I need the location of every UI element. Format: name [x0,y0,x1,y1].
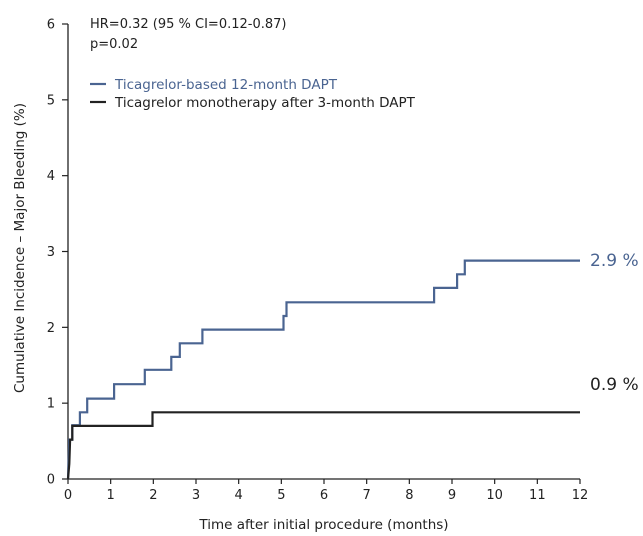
x-tick-label: 5 [277,488,285,503]
x-tick-label: 8 [405,488,413,503]
legend-label-dapt: Ticagrelor-based 12-month DAPT [114,77,338,93]
x-tick-label: 0 [64,488,72,503]
x-tick-label: 3 [192,488,200,503]
y-tick-label: 6 [47,18,55,33]
y-tick-label: 0 [47,473,55,488]
y-axis-title: Cumulative Incidence – Major Bleeding (%… [12,103,28,393]
x-tick-label: 7 [363,488,371,503]
x-tick-label: 2 [149,488,157,503]
x-axis-title: Time after initial procedure (months) [198,517,448,533]
x-tick-label: 4 [235,488,243,503]
end-label-monotherapy: 0.9 % [590,375,639,395]
y-ticks: 0 1 2 3 4 5 6 [47,18,68,488]
x-tick-label: 10 [486,488,503,503]
y-tick-label: 4 [47,169,55,184]
x-tick-label: 6 [320,488,328,503]
x-tick-label: 12 [572,488,589,503]
legend-label-monotherapy: Ticagrelor monotherapy after 3-month DAP… [114,95,416,111]
y-tick-label: 1 [47,397,55,412]
x-ticks: 0 1 2 3 4 5 6 7 8 9 10 11 12 [64,479,588,503]
series-layer [66,259,580,480]
x-tick-label: 9 [448,488,456,503]
y-tick-label: 3 [47,245,55,260]
hazard-ratio-annotation: HR=0.32 (95 % CI=0.12-0.87) [90,17,286,32]
series-line-dapt [66,259,580,480]
p-value-annotation: p=0.02 [90,37,138,52]
legend: Ticagrelor-based 12-month DAPT Ticagrelo… [90,77,416,111]
y-tick-label: 2 [47,321,55,336]
series-line-monotherapy [66,411,580,480]
x-tick-label: 11 [529,488,546,503]
x-tick-label: 1 [107,488,115,503]
end-label-dapt: 2.9 % [590,251,639,271]
y-tick-label: 5 [47,93,55,108]
